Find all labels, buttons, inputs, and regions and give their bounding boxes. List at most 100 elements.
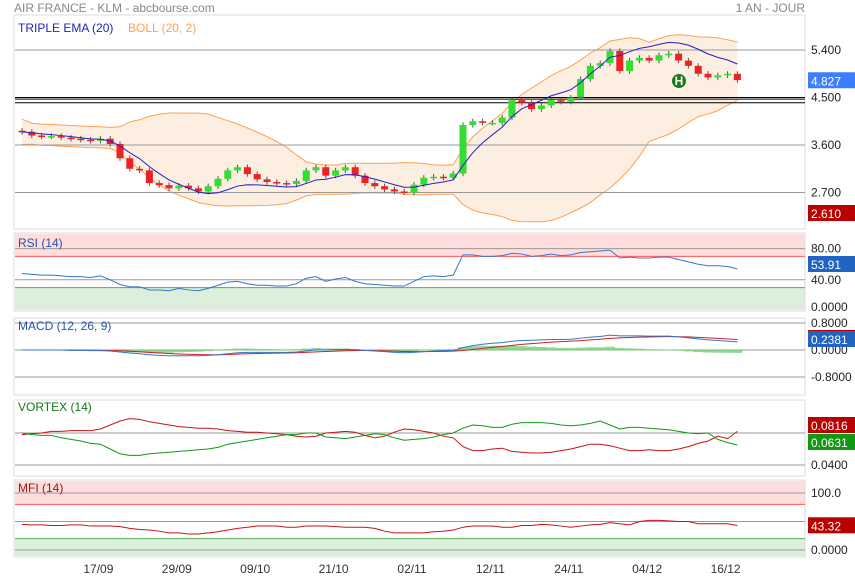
period-label[interactable]: 1 AN - JOUR (736, 1, 806, 15)
macd-histogram-bar (654, 349, 664, 351)
macd-histogram-bar (585, 347, 596, 351)
rsi-overbought-zone (15, 234, 805, 257)
candle (390, 189, 398, 192)
rsi-value-badge-bg (808, 256, 855, 272)
candle (341, 167, 349, 171)
candle (400, 191, 408, 194)
h-marker-label: H (675, 74, 684, 88)
macd-histogram-bar (614, 347, 625, 351)
macd-panel (13, 317, 806, 396)
mfi-line (21, 519, 738, 535)
macd-title: MACD (12, 26, 9) (18, 319, 111, 333)
macd-signal-line (22, 336, 738, 356)
candle (18, 130, 26, 133)
candle (126, 158, 134, 169)
candle (234, 167, 242, 171)
macd-value-badge: 0.2381 (811, 333, 848, 347)
mfi-oversold-zone (15, 538, 805, 556)
macd-histogram-bar (164, 350, 174, 353)
candle (38, 135, 46, 138)
x-tick-label: 04/12 (632, 562, 662, 576)
candle (547, 100, 555, 106)
macd-histogram-bar (232, 348, 243, 351)
candle (439, 176, 447, 179)
rsi-line (21, 249, 738, 292)
macd-histogram-bar (556, 347, 566, 351)
x-tick-label: 29/09 (162, 562, 192, 576)
candle (136, 168, 144, 171)
candle (77, 138, 85, 141)
candle (273, 182, 281, 184)
candle (175, 185, 183, 189)
candle (302, 170, 310, 181)
macd-histogram-bar (507, 345, 517, 351)
candle (616, 51, 624, 72)
candle (28, 131, 36, 136)
candle (381, 186, 389, 190)
candle (704, 73, 712, 78)
vortex-plus-line (21, 420, 738, 456)
macd-histogram-bar (712, 350, 723, 353)
mfi-value-badge-bg (808, 517, 855, 534)
macd-histogram-bar (526, 346, 537, 351)
vortex-minus-line (21, 418, 738, 454)
vortex-tick-label: 0.0400 (811, 458, 848, 472)
macd-histogram-bar (213, 349, 223, 351)
candle (224, 170, 232, 179)
macd-histogram-bar (183, 350, 194, 352)
candle (57, 136, 65, 138)
candle (626, 60, 634, 72)
rsi-tick-label: 40.00 (811, 273, 841, 287)
x-tick-label: 21/10 (319, 562, 349, 576)
candle (47, 136, 55, 138)
macd-histogram-bar (281, 349, 292, 351)
candle (332, 170, 340, 176)
macd-tick-label: -0.8000 (811, 370, 852, 384)
macd-value-badge-bg (808, 331, 855, 347)
candle (185, 185, 193, 189)
triple-ema-line (21, 41, 738, 195)
candle (263, 179, 271, 182)
rsi-oversold-zone (15, 287, 805, 310)
macd-histogram-bar (683, 350, 694, 352)
candle (361, 175, 369, 184)
candle (204, 186, 212, 192)
candle (714, 75, 722, 78)
price-tick-label: 4.500 (811, 91, 841, 105)
macd-histogram-bar (418, 350, 429, 351)
macd-histogram-bar (703, 350, 713, 353)
candle (557, 100, 565, 102)
candle (518, 100, 526, 103)
mfi-title: MFI (14) (18, 481, 63, 495)
macd-histogram-bar (732, 350, 743, 353)
macd-histogram-bar (193, 350, 204, 352)
macd-histogram-bar (144, 350, 155, 353)
vortex-minus-badge: 0.0816 (811, 419, 848, 433)
candle (243, 167, 251, 175)
macd-histogram-bar (262, 349, 272, 351)
candle (116, 143, 124, 159)
low-price-badge-bg (808, 205, 855, 221)
x-tick-label: 09/10 (240, 562, 270, 576)
macd-histogram-bar (722, 350, 733, 353)
price-tick-label: 3.600 (811, 138, 841, 152)
x-tick-label: 24/11 (554, 562, 583, 576)
candle (488, 122, 496, 125)
bollinger-fill (22, 34, 738, 222)
mfi-value-badge: 43.32 (811, 519, 841, 533)
candle (410, 184, 418, 193)
candle (67, 137, 75, 140)
candle (724, 73, 732, 76)
candle (655, 55, 663, 61)
candle (537, 105, 545, 110)
rsi-panel (13, 232, 806, 312)
bollinger-upper (21, 34, 738, 166)
macd-histogram-bar (458, 347, 468, 351)
candle (430, 176, 438, 179)
candle (420, 177, 428, 185)
macd-histogram-bar (536, 347, 547, 351)
macd-histogram-bar (634, 348, 645, 351)
candle (155, 183, 163, 186)
